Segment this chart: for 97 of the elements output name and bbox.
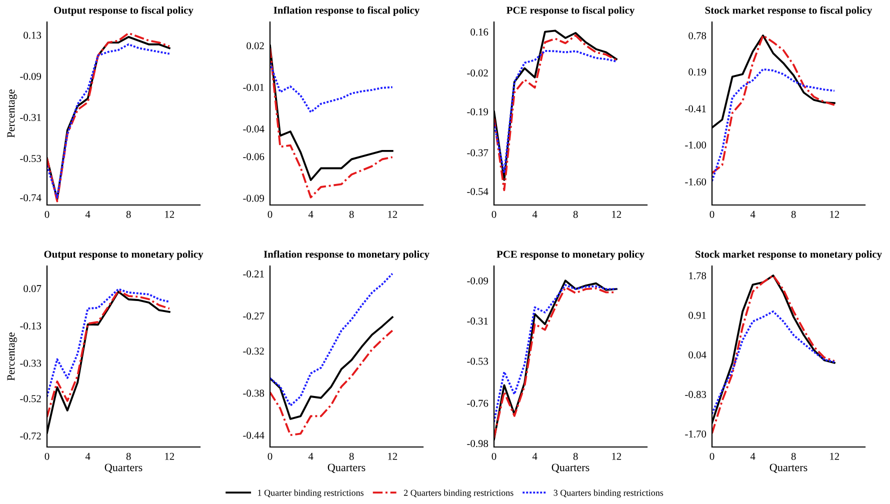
x-tick-label: 12 (165, 210, 174, 218)
x-tick-label: 8 (349, 210, 354, 218)
y-tick-label: -0.27 (243, 312, 264, 320)
x-tick-label: 0 (268, 452, 272, 460)
chart-title: Inflation response to monetary policy (264, 250, 430, 260)
x-tick-label: 0 (44, 210, 50, 218)
y-tick-label: -0.31 (467, 318, 488, 325)
legend-label: 3 Quarters binding restrictions (554, 489, 664, 498)
y-tick-label: -1.70 (685, 430, 706, 438)
x-axis-title: Quarters (552, 464, 590, 473)
y-tick-label: -0.32 (243, 348, 264, 355)
x-tick-label: 8 (126, 452, 131, 460)
x-tick-label: 8 (791, 210, 796, 218)
y-tick-label: -0.53 (20, 155, 42, 162)
line-series (712, 68, 836, 182)
y-tick-label: 0.19 (688, 68, 706, 76)
line-series (712, 34, 836, 174)
y-tick-label: -0.53 (467, 358, 488, 365)
x-tick-label: 4 (85, 210, 90, 218)
chart-title: Stock market response to monetary policy (696, 250, 882, 260)
y-tick-label: -0.02 (467, 70, 488, 77)
x-tick-label: 4 (532, 210, 538, 218)
y-tick-label: -0.76 (467, 400, 488, 407)
y-tick-label: -0.04 (243, 125, 264, 133)
y-tick-label: -0.98 (467, 440, 488, 448)
line-series (270, 272, 394, 407)
x-tick-label: 0 (492, 452, 496, 460)
y-tick-label: -0.41 (685, 105, 706, 112)
x-tick-label: 8 (791, 452, 796, 460)
y-tick-label: -0.19 (467, 108, 488, 116)
y-tick-label: -0.21 (243, 270, 264, 278)
y-tick-label: 1.78 (689, 272, 706, 280)
legend-label: 2 Quarters binding restrictions (404, 489, 514, 498)
x-tick-label: 8 (126, 210, 131, 218)
x-tick-label: 0 (710, 452, 714, 460)
x-tick-label: 0 (44, 452, 50, 460)
y-tick-label: -0.37 (467, 149, 488, 156)
x-tick-label: 4 (308, 210, 314, 218)
x-tick-label: 12 (612, 452, 622, 460)
y-tick-label: -0.74 (20, 194, 42, 202)
x-tick-label: 0 (492, 210, 496, 218)
x-tick-label: 12 (388, 210, 398, 218)
y-tick-label: -0.44 (243, 432, 264, 439)
chart-title: Stock market response to fiscal policy (705, 6, 872, 16)
x-tick-label: 4 (308, 452, 314, 460)
y-tick-label: -0.52 (20, 395, 41, 402)
line-series (494, 50, 618, 174)
chart-title: PCE response to fiscal policy (506, 6, 635, 16)
y-tick-label: -0.13 (20, 322, 42, 330)
x-tick-label: 8 (573, 210, 578, 218)
line-series (270, 62, 394, 114)
x-tick-label: 12 (612, 210, 622, 218)
y-tick-label: 0.16 (470, 28, 488, 36)
y-tick-label: -0.38 (243, 390, 264, 397)
x-tick-label: 4 (85, 452, 90, 460)
y-tick-label: -0.83 (685, 390, 706, 398)
chart-title: Inflation response to fiscal policy (274, 6, 420, 16)
x-axis-title: Quarters (328, 464, 366, 473)
y-tick-label: -0.72 (20, 432, 41, 440)
y-tick-label: -0.54 (467, 188, 488, 196)
x-tick-label: 8 (573, 452, 578, 460)
y-tick-label: -0.31 (20, 114, 41, 121)
y-axis-title: Percentage (7, 332, 17, 381)
x-tick-label: 12 (165, 452, 174, 460)
y-tick-label: -0.01 (243, 84, 264, 91)
x-tick-label: 4 (750, 210, 756, 218)
x-tick-label: 0 (268, 210, 272, 218)
y-tick-label: -0.09 (467, 277, 488, 284)
line-series (47, 288, 170, 398)
x-tick-label: 12 (830, 210, 840, 218)
x-tick-label: 0 (710, 210, 714, 218)
y-axis-title: Percentage (7, 90, 17, 138)
y-tick-label: -0.09 (20, 72, 42, 80)
y-tick-label: 0.78 (688, 32, 706, 40)
y-tick-label: 0.91 (688, 312, 706, 319)
chart-title: PCE response to monetary policy (496, 250, 644, 260)
x-tick-label: 12 (830, 452, 840, 460)
y-tick-label: 0.07 (24, 285, 42, 292)
legend-label: 1 Quarter binding restrictions (258, 489, 364, 498)
x-tick-label: 4 (532, 452, 538, 460)
x-axis-title: Quarters (770, 464, 808, 473)
y-tick-label: 0.02 (246, 42, 264, 50)
chart-title: Output response to monetary policy (44, 250, 204, 260)
y-tick-label: 0.13 (24, 32, 42, 39)
y-tick-label: -0.09 (243, 194, 264, 202)
y-tick-label: 0.04 (688, 351, 706, 358)
y-tick-label: -0.06 (243, 153, 264, 160)
x-axis-title: Quarters (104, 464, 142, 473)
line-series (712, 310, 836, 415)
line-series (270, 330, 394, 436)
x-tick-label: 8 (349, 452, 354, 460)
y-tick-label: -1.00 (685, 142, 706, 149)
x-tick-label: 4 (750, 452, 756, 460)
y-tick-label: -1.60 (685, 178, 706, 186)
x-tick-label: 12 (388, 452, 398, 460)
y-tick-label: -0.33 (20, 360, 42, 367)
chart-title: Output response to fiscal policy (54, 6, 194, 16)
